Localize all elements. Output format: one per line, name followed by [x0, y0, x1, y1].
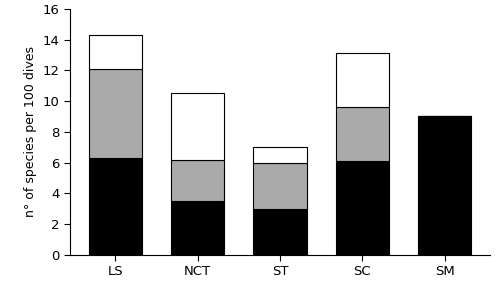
- Bar: [171, 93, 224, 159]
- Bar: [171, 159, 224, 201]
- Bar: [253, 163, 307, 209]
- Bar: [88, 158, 142, 255]
- Bar: [336, 53, 389, 107]
- Bar: [336, 107, 389, 161]
- Bar: [253, 147, 307, 163]
- Bar: [253, 209, 307, 255]
- Bar: [88, 69, 142, 158]
- Bar: [336, 161, 389, 255]
- Bar: [88, 35, 142, 69]
- Bar: [418, 116, 472, 255]
- Y-axis label: n° of species per 100 dives: n° of species per 100 dives: [24, 46, 37, 217]
- Bar: [171, 201, 224, 255]
